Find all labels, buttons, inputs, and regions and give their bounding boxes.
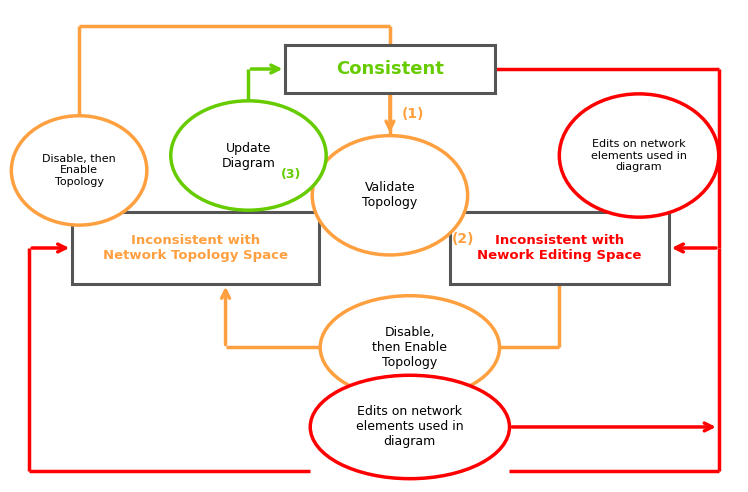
Text: Edits on network
elements used in
diagram: Edits on network elements used in diagra… <box>356 405 464 449</box>
Text: (3): (3) <box>281 168 301 181</box>
Text: Update
Diagram: Update Diagram <box>221 142 275 170</box>
Ellipse shape <box>11 116 147 225</box>
Text: Consistent: Consistent <box>336 60 444 78</box>
Text: (2): (2) <box>452 232 475 246</box>
Ellipse shape <box>560 94 719 217</box>
FancyBboxPatch shape <box>450 212 669 284</box>
FancyBboxPatch shape <box>285 45 494 93</box>
Text: Edits on network
elements used in
diagram: Edits on network elements used in diagra… <box>591 139 687 172</box>
Text: Disable, then
Enable
Topology: Disable, then Enable Topology <box>42 154 116 187</box>
Ellipse shape <box>171 101 326 210</box>
Ellipse shape <box>310 375 509 479</box>
Ellipse shape <box>312 136 468 255</box>
Ellipse shape <box>320 296 500 399</box>
FancyBboxPatch shape <box>72 212 319 284</box>
Text: Inconsistent with
Nework Editing Space: Inconsistent with Nework Editing Space <box>477 234 642 262</box>
Text: (1): (1) <box>402 107 424 121</box>
Text: Inconsistent with
Network Topology Space: Inconsistent with Network Topology Space <box>103 234 288 262</box>
Text: Validate
Topology: Validate Topology <box>362 181 417 209</box>
Text: Disable,
then Enable
Topology: Disable, then Enable Topology <box>373 326 447 369</box>
